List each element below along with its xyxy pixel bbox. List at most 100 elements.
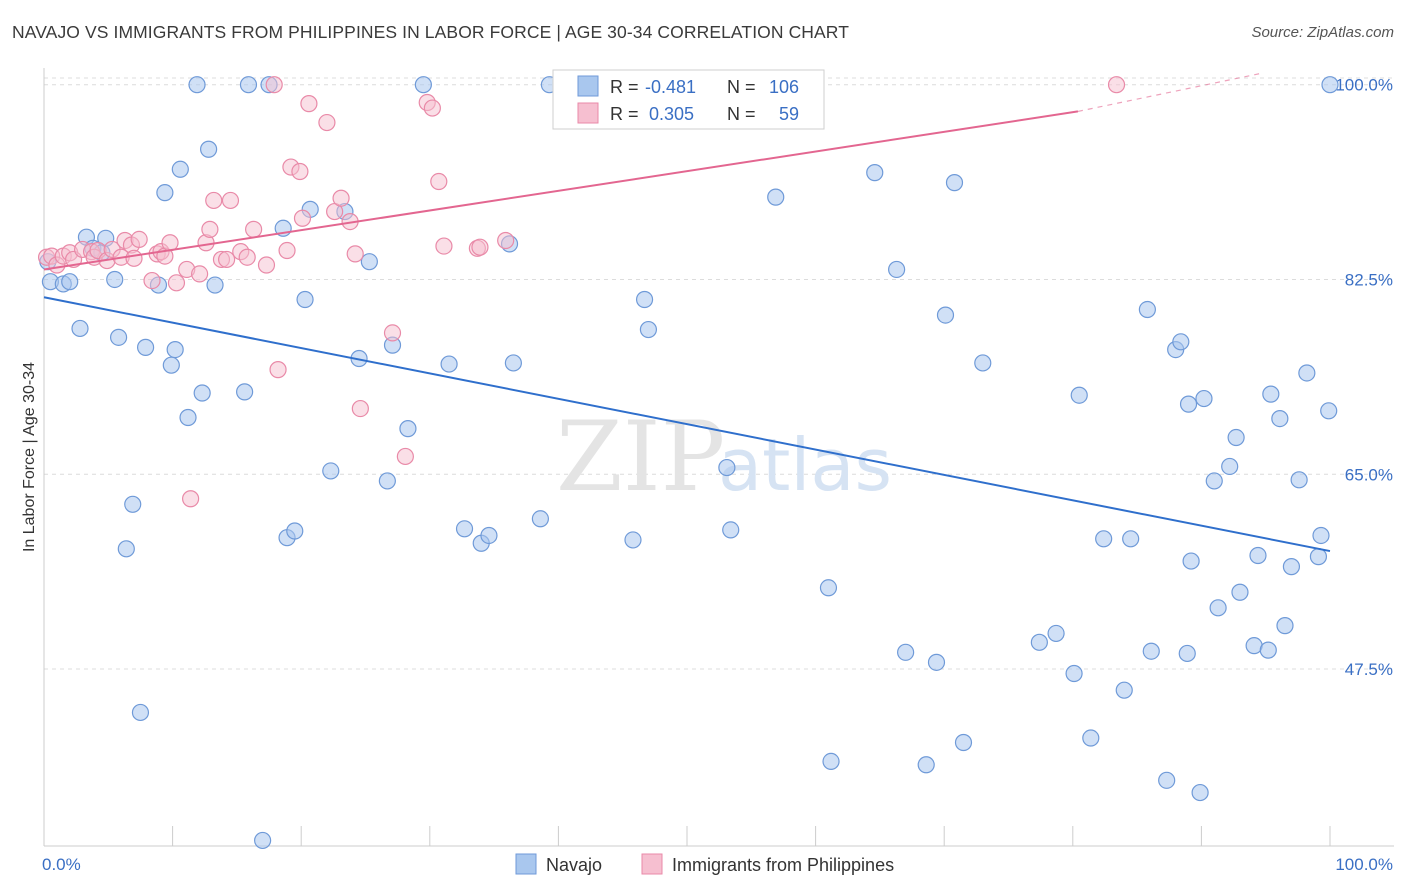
philippines-point-24 xyxy=(182,490,200,508)
philippines-point-49 xyxy=(383,324,402,342)
navajo-point-97 xyxy=(1282,558,1301,576)
navajo-point-50 xyxy=(624,531,642,549)
navajo-point-43 xyxy=(455,520,474,538)
x-tick-label-left: 0.0% xyxy=(42,855,81,874)
philippines-trend-line xyxy=(43,110,1079,271)
philippines-point-17 xyxy=(143,271,161,290)
navajo-point-38 xyxy=(378,472,396,490)
navajo-point-60 xyxy=(888,260,906,279)
navajo-point-21 xyxy=(188,76,206,94)
navajo-point-83 xyxy=(1182,552,1200,570)
navajo-point-68 xyxy=(1030,633,1048,651)
x-tick-label-right: 100.0% xyxy=(1335,855,1393,874)
navajo-point-81 xyxy=(1178,644,1196,663)
philippines-point-30 xyxy=(218,250,236,269)
philippines-point-35 xyxy=(257,256,276,274)
philippines-point-53 xyxy=(430,172,448,191)
navajo-point-48 xyxy=(531,510,549,528)
navajo-point-14 xyxy=(136,338,155,356)
navajo-point-4 xyxy=(71,319,89,338)
navajo-point-82 xyxy=(1179,395,1198,413)
philippines-point-43 xyxy=(318,113,336,132)
navajo-point-58 xyxy=(822,752,840,771)
navajo-point-91 xyxy=(1245,637,1263,655)
navajo-point-26 xyxy=(239,76,258,94)
bottom-legend-swatch-philippines xyxy=(641,853,663,875)
navajo-point-54 xyxy=(722,521,740,539)
legend-swatch-navajo xyxy=(577,75,599,97)
y-tick-label-1: 82.5% xyxy=(1345,270,1393,289)
philippines-point-16 xyxy=(130,230,148,249)
navajo-point-61 xyxy=(897,643,915,661)
philippines-point-15 xyxy=(125,249,143,267)
navajo-point-102 xyxy=(1320,402,1338,420)
philippines-trend-extension xyxy=(1077,72,1261,112)
navajo-point-74 xyxy=(1115,681,1133,699)
navajo-point-75 xyxy=(1122,530,1140,548)
navajo-point-24 xyxy=(206,276,224,294)
watermark-zip: ZIP xyxy=(556,401,725,513)
navajo-point-98 xyxy=(1290,471,1308,489)
navajo-point-53 xyxy=(718,458,736,477)
navajo-point-85 xyxy=(1195,389,1213,408)
legend-n-label-navajo: N = xyxy=(727,77,756,97)
x-ticks xyxy=(43,826,1331,846)
philippines-point-36 xyxy=(265,76,283,94)
navajo-point-66 xyxy=(954,733,973,752)
navajo-point-42 xyxy=(440,355,458,373)
navajo-point-100 xyxy=(1309,548,1328,566)
legend: R = -0.481 N = 106 R = 0.305 N = 59 xyxy=(552,69,825,130)
philippines-point-48 xyxy=(351,399,369,418)
navajo-point-101 xyxy=(1312,526,1330,545)
navajo-point-57 xyxy=(819,579,838,597)
navajo-point-73 xyxy=(1095,530,1113,548)
bottom-legend-label-navajo: Navajo xyxy=(546,855,602,875)
navajo-point-87 xyxy=(1209,599,1227,617)
bottom-legend: Navajo Immigrants from Philippines xyxy=(515,853,894,875)
y-axis-title: In Labor Force | Age 30-34 xyxy=(21,362,38,552)
philippines-point-56 xyxy=(471,238,489,256)
navajo-point-51 xyxy=(635,290,654,309)
navajo-point-103 xyxy=(1321,76,1339,94)
navajo-point-22 xyxy=(193,384,211,402)
navajo-point-86 xyxy=(1205,472,1223,490)
navajo-point-72 xyxy=(1082,729,1100,747)
navajo-point-90 xyxy=(1231,583,1249,601)
navajo-point-70 xyxy=(1065,664,1083,683)
philippines-point-25 xyxy=(191,265,209,283)
bottom-legend-swatch-navajo xyxy=(515,853,537,875)
navajo-point-96 xyxy=(1276,617,1294,635)
navajo-point-63 xyxy=(927,653,946,671)
navajo-point-40 xyxy=(399,420,417,438)
philippines-point-38 xyxy=(278,241,296,260)
navajo-point-89 xyxy=(1227,428,1245,447)
y-tick-label-0: 100.0% xyxy=(1335,76,1393,95)
navajo-point-34 xyxy=(322,462,340,480)
navajo-point-67 xyxy=(974,354,992,372)
y-tick-label-3: 47.5% xyxy=(1345,660,1393,679)
navajo-point-32 xyxy=(296,290,314,309)
philippines-point-34 xyxy=(245,220,263,238)
navajo-point-18 xyxy=(166,340,184,359)
navajo-point-17 xyxy=(162,356,180,374)
navajo-point-69 xyxy=(1047,624,1065,643)
navajo-point-23 xyxy=(200,140,218,158)
legend-r-value-philippines: 0.305 xyxy=(649,104,694,124)
navajo-point-65 xyxy=(945,174,964,192)
navajo-point-3 xyxy=(61,273,79,291)
watermark: ZIP atlas xyxy=(556,401,892,513)
navajo-point-27 xyxy=(254,831,272,850)
philippines-point-40 xyxy=(291,162,309,181)
y-tick-label-2: 65.0% xyxy=(1345,465,1393,484)
navajo-point-80 xyxy=(1172,333,1190,351)
navajo-point-95 xyxy=(1271,410,1289,428)
legend-r-label-navajo: R = xyxy=(610,77,639,97)
navajo-point-99 xyxy=(1298,364,1316,382)
navajo-point-84 xyxy=(1191,783,1209,802)
philippines-point-50 xyxy=(396,447,414,466)
source-label: Source: ZipAtlas.com xyxy=(1251,24,1394,41)
navajo-point-45 xyxy=(480,526,498,545)
navajo-point-20 xyxy=(179,408,197,427)
philippines-point-22 xyxy=(167,274,186,292)
philippines-point-47 xyxy=(346,245,364,263)
